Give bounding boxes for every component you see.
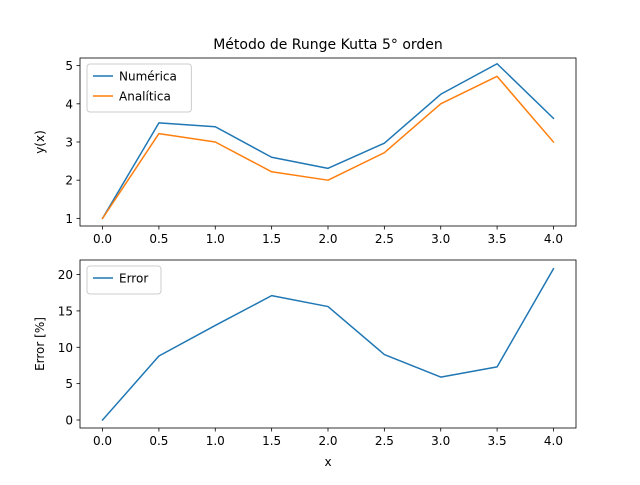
chart1-xtick-label: 0.5 bbox=[149, 232, 168, 246]
chart2-ytick-label: 5 bbox=[65, 377, 73, 391]
chart2-legend-box bbox=[86, 265, 162, 295]
chart1-xtick-label: 2.0 bbox=[318, 232, 337, 246]
chart1-series-line-1 bbox=[101, 62, 555, 220]
chart1-ylabel: y(x) bbox=[33, 130, 47, 154]
chart1-ytick-label: 1 bbox=[65, 212, 73, 226]
chart1-legend-label-2: Analítica bbox=[119, 90, 171, 104]
chart2-xtick-label: 4.0 bbox=[544, 434, 563, 448]
chart2-ytick-label: 15 bbox=[58, 304, 73, 318]
chart1-xtick-label: 3.5 bbox=[488, 232, 507, 246]
chart2-ytick-label: 10 bbox=[58, 341, 73, 355]
chart2-xlabel: x bbox=[324, 455, 331, 469]
chart1-ytick-label: 2 bbox=[65, 174, 73, 188]
chart2-xtick-label: 2.5 bbox=[375, 434, 394, 448]
chart2-xtick-label: 0.5 bbox=[149, 434, 168, 448]
chart2-xtick-label: 1.5 bbox=[262, 434, 281, 448]
chart1-xtick-label: 1.5 bbox=[262, 232, 281, 246]
chart1-xtick-label: 1.0 bbox=[206, 232, 225, 246]
chart1-legend: Numérica Analítica bbox=[86, 63, 192, 113]
chart1-xtick-label: 0.0 bbox=[93, 232, 112, 246]
chart1-xtick-label: 4.0 bbox=[544, 232, 563, 246]
chart1-xtick-label: 3.0 bbox=[431, 232, 450, 246]
chart2-series-line-1 bbox=[101, 267, 555, 422]
chart1-plot: 0.0 0.5 1.0 1.5 2.0 2.5 3.0 3.5 4.0 1 2 3 4 5 Método d… bbox=[33, 37, 577, 246]
chart2-plot: 0.0 0.5 1.0 1.5 2.0 2.5 3.0 3.5 4.0 0 5 10 15 20 Error… bbox=[33, 259, 577, 469]
chart2-xtick-label: 2.0 bbox=[318, 434, 337, 448]
chart1-ytick-label: 3 bbox=[65, 136, 73, 150]
chart2-ytick-label: 0 bbox=[65, 414, 73, 428]
chart1-legend-label-1: Numérica bbox=[119, 70, 177, 84]
chart1-legend-box bbox=[86, 63, 192, 113]
chart1-series-line-2 bbox=[101, 75, 555, 220]
chart1-xtick-label: 2.5 bbox=[375, 232, 394, 246]
chart2-legend-label-1: Error bbox=[119, 272, 148, 286]
chart2-xtick-label: 3.0 bbox=[431, 434, 450, 448]
chart1-ytick-label: 5 bbox=[65, 59, 73, 73]
chart1-ytick-label: 4 bbox=[65, 97, 73, 111]
chart2-xtick-label: 1.0 bbox=[206, 434, 225, 448]
chart2-ylabel: Error [%] bbox=[33, 317, 47, 371]
chart2-legend: Error bbox=[86, 265, 162, 295]
chart2-xtick-label: 0.0 bbox=[93, 434, 112, 448]
chart2-xtick-label: 3.5 bbox=[488, 434, 507, 448]
chart1-title: Método de Runge Kutta 5° orden bbox=[213, 37, 443, 53]
chart2-ytick-label: 20 bbox=[58, 268, 73, 282]
